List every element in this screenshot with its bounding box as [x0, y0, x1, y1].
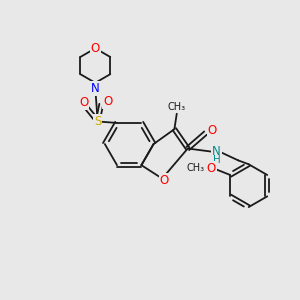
Text: S: S [94, 115, 101, 128]
Text: O: O [207, 162, 216, 175]
Text: O: O [208, 124, 217, 137]
Text: O: O [91, 42, 100, 55]
Text: H: H [213, 155, 220, 165]
Text: CH₃: CH₃ [168, 102, 186, 112]
Text: N: N [212, 145, 221, 158]
Text: N: N [91, 82, 100, 95]
Text: O: O [79, 96, 88, 109]
Text: CH₃: CH₃ [186, 163, 204, 173]
Text: O: O [103, 95, 112, 108]
Text: O: O [160, 173, 169, 187]
